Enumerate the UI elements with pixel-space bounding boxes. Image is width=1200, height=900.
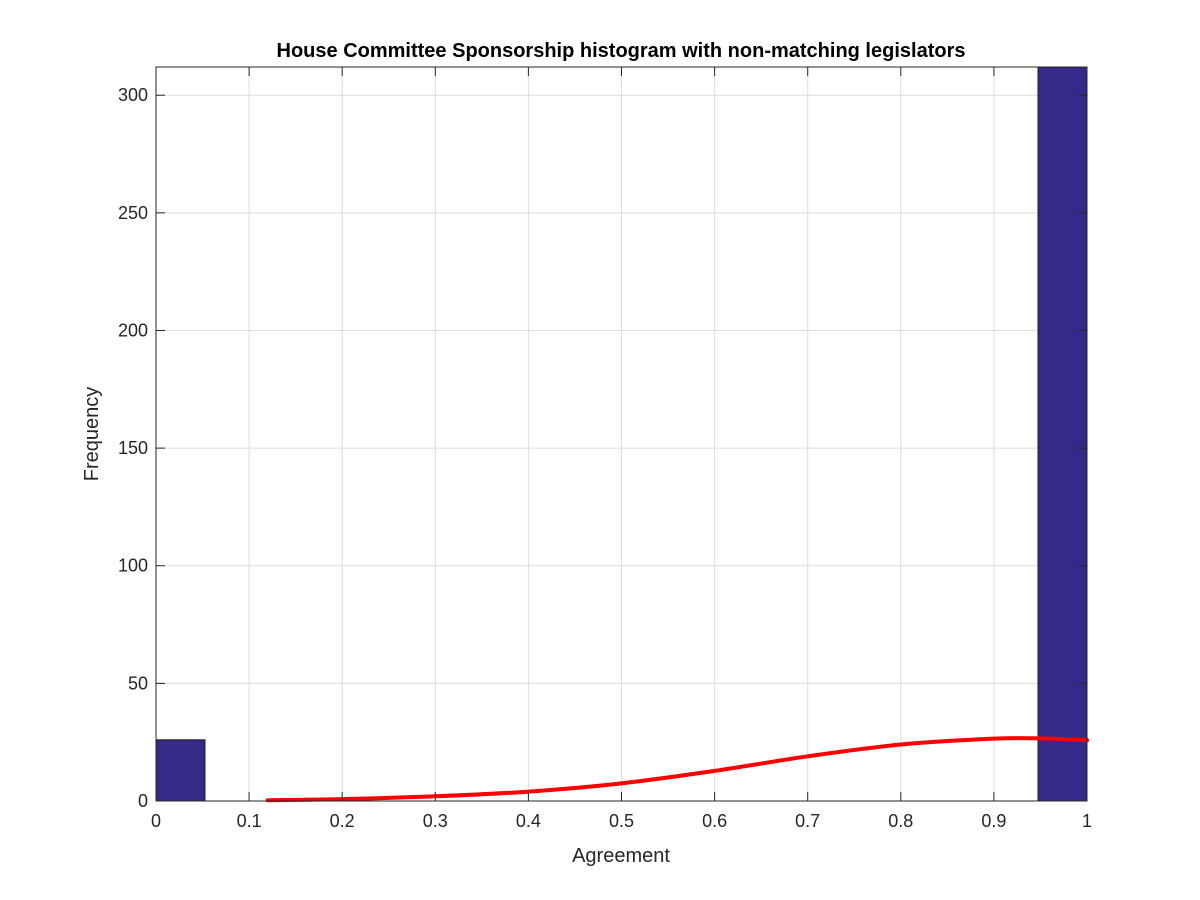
fit-curve xyxy=(265,736,1089,803)
y-axis-label: Frequency xyxy=(81,387,103,482)
chart-title: House Committee Sponsorship histogram wi… xyxy=(277,40,966,62)
x-tick-label: 0.3 xyxy=(423,811,448,831)
x-tick-label: 0.1 xyxy=(237,811,262,831)
x-axis-label: Agreement xyxy=(572,845,670,867)
x-tick-label: 0.2 xyxy=(330,811,355,831)
histogram-bar xyxy=(1037,66,1088,802)
fit-curve-group xyxy=(265,736,1089,803)
histogram-bar xyxy=(155,739,206,802)
y-tick-label: 200 xyxy=(118,320,148,340)
x-tick-label: 0 xyxy=(151,811,161,831)
x-tick-label: 0.4 xyxy=(516,811,541,831)
y-tick-label: 250 xyxy=(118,203,148,223)
axes-box xyxy=(155,66,1088,802)
x-tick-label: 0.6 xyxy=(702,811,727,831)
y-tick-label: 150 xyxy=(118,438,148,458)
x-tick-label: 1 xyxy=(1082,811,1092,831)
x-tick-labels: 0 0.1 0.2 0.3 0.4 0.5 0.6 0.7 0.8 0.9 1 xyxy=(151,811,1092,831)
y-tick-label: 300 xyxy=(118,85,148,105)
y-tick-label: 50 xyxy=(128,673,148,693)
x-tick-label: 0.5 xyxy=(609,811,634,831)
y-tick-labels: 0 50 100 150 200 250 300 xyxy=(118,85,148,811)
y-tick-label: 0 xyxy=(138,791,148,811)
x-tick-label: 0.8 xyxy=(888,811,913,831)
grid xyxy=(155,67,1088,802)
y-tick-label: 100 xyxy=(118,556,148,576)
x-tick-label: 0.9 xyxy=(981,811,1006,831)
axes xyxy=(155,66,1088,802)
x-tick-label: 0.7 xyxy=(795,811,820,831)
